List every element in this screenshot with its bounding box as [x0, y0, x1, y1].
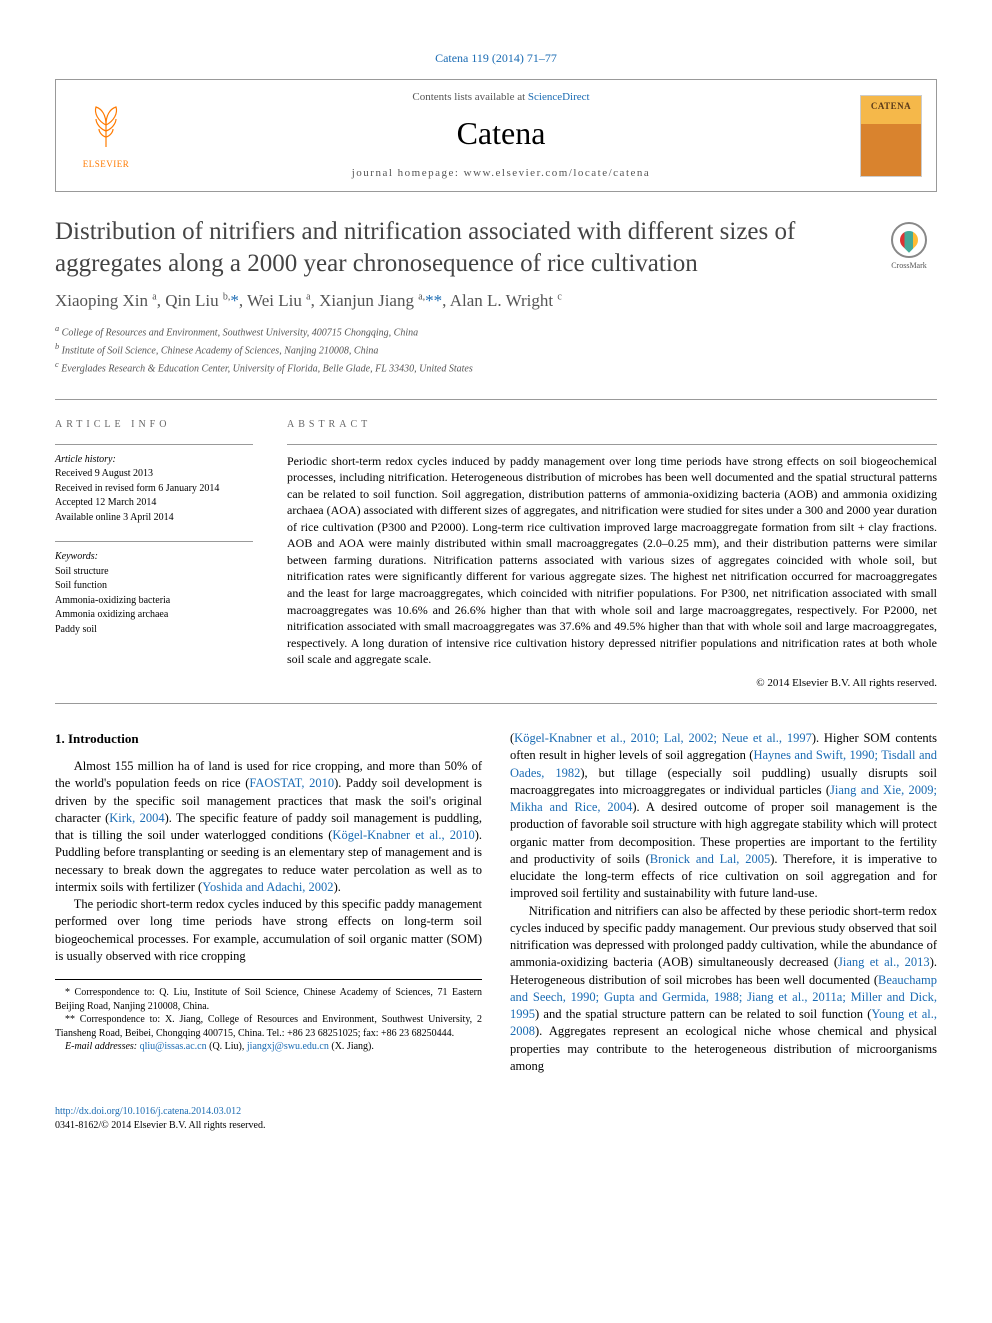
history-received: Received 9 August 2013	[55, 467, 253, 482]
abstract-copyright: © 2014 Elsevier B.V. All rights reserved…	[287, 676, 937, 691]
contents-prefix: Contents lists available at	[412, 91, 527, 103]
correspondence-1: * Correspondence to: Q. Liu, Institute o…	[55, 986, 482, 1013]
elsevier-logo: ELSEVIER	[70, 95, 142, 177]
affiliations: a College of Resources and Environment, …	[55, 323, 937, 377]
history-revised: Received in revised form 6 January 2014	[55, 482, 253, 497]
article-title: Distribution of nitrifiers and nitrifica…	[55, 216, 867, 279]
body-paragraph: The periodic short-term redox cycles ind…	[55, 896, 482, 965]
issn-copyright: 0341-8162/© 2014 Elsevier B.V. All right…	[55, 1119, 937, 1133]
crossmark-badge[interactable]: CrossMark	[881, 222, 937, 271]
body-paragraph: Almost 155 million ha of land is used fo…	[55, 758, 482, 896]
divider	[55, 444, 253, 445]
email-addresses: E-mail addresses: qliu@issas.ac.cn (Q. L…	[55, 1040, 482, 1054]
email-link[interactable]: qliu@issas.ac.cn	[140, 1041, 207, 1052]
journal-homepage: journal homepage: www.elsevier.com/locat…	[142, 166, 860, 181]
abstract-column: abstract Periodic short-term redox cycle…	[287, 418, 937, 692]
body-paragraph: (Kögel-Knabner et al., 2010; Lal, 2002; …	[510, 730, 937, 903]
journal-name: Catena	[142, 111, 860, 156]
keyword: Paddy soil	[55, 623, 253, 638]
correspondence-2: ** Correspondence to: X. Jiang, College …	[55, 1013, 482, 1040]
section-heading-introduction: 1. Introduction	[55, 730, 482, 748]
journal-cover-thumbnail: CATENA	[860, 95, 922, 177]
sciencedirect-link[interactable]: ScienceDirect	[528, 91, 590, 103]
elsevier-tree-icon	[84, 101, 128, 156]
crossmark-icon	[891, 222, 927, 258]
body-two-column: 1. Introduction Almost 155 million ha of…	[55, 730, 937, 1075]
correspondence-footnotes: * Correspondence to: Q. Liu, Institute o…	[55, 979, 482, 1054]
divider	[55, 541, 253, 542]
citation-link[interactable]: Kögel-Knabner et al., 2010; Lal, 2002; N…	[514, 731, 812, 745]
authors-line: Xiaoping Xin a, Qin Liu b,*, Wei Liu a, …	[55, 289, 937, 313]
article-info-column: article info Article history: Received 9…	[55, 418, 253, 692]
affiliation-c: c Everglades Research & Education Center…	[55, 359, 937, 376]
citation-link[interactable]: Kögel-Knabner et al., 2010	[332, 828, 474, 842]
abstract-text: Periodic short-term redox cycles induced…	[287, 453, 937, 668]
email-link[interactable]: jiangxj@swu.edu.cn	[247, 1041, 329, 1052]
divider	[287, 444, 937, 445]
homepage-prefix: journal homepage:	[352, 167, 464, 179]
contents-available: Contents lists available at ScienceDirec…	[142, 90, 860, 105]
history-label: Article history:	[55, 453, 253, 468]
publisher-name: ELSEVIER	[83, 158, 130, 171]
citation-link[interactable]: Bronick and Lal, 2005	[650, 852, 770, 866]
citation-link[interactable]: FAOSTAT, 2010	[249, 776, 334, 790]
history-online: Available online 3 April 2014	[55, 511, 253, 526]
affiliation-a: a College of Resources and Environment, …	[55, 323, 937, 340]
history-accepted: Accepted 12 March 2014	[55, 496, 253, 511]
body-paragraph: Nitrification and nitrifiers can also be…	[510, 903, 937, 1076]
journal-header: ELSEVIER Contents lists available at Sci…	[55, 79, 937, 193]
citation-link[interactable]: Jiang et al., 2013	[838, 955, 930, 969]
homepage-url: www.elsevier.com/locate/catena	[464, 167, 651, 179]
article-info-label: article info	[55, 418, 253, 432]
abstract-label: abstract	[287, 418, 937, 432]
page-footer: http://dx.doi.org/10.1016/j.catena.2014.…	[55, 1105, 937, 1133]
keyword: Ammonia-oxidizing bacteria	[55, 594, 253, 609]
doi-link[interactable]: http://dx.doi.org/10.1016/j.catena.2014.…	[55, 1106, 241, 1117]
divider	[55, 399, 937, 400]
keywords-label: Keywords:	[55, 550, 253, 565]
citation-link[interactable]: Kirk, 2004	[109, 811, 164, 825]
journal-reference: Catena 119 (2014) 71–77	[55, 50, 937, 67]
keyword: Soil function	[55, 579, 253, 594]
keyword: Ammonia oxidizing archaea	[55, 608, 253, 623]
divider	[55, 703, 937, 704]
crossmark-label: CrossMark	[891, 260, 927, 271]
citation-link[interactable]: Yoshida and Adachi, 2002	[202, 880, 333, 894]
affiliation-b: b Institute of Soil Science, Chinese Aca…	[55, 341, 937, 358]
keyword: Soil structure	[55, 565, 253, 580]
cover-title: CATENA	[871, 100, 911, 113]
